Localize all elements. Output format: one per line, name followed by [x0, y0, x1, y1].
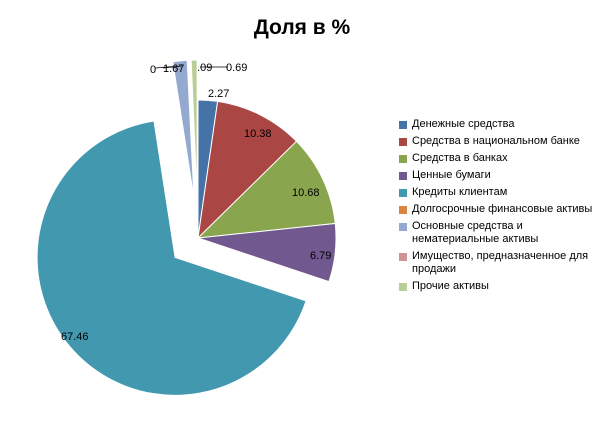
legend-label: Кредиты клиентам — [412, 186, 508, 198]
legend-label: Долгосрочные финансовые активы — [412, 203, 593, 215]
legend-label: Денежные средства — [412, 118, 515, 130]
legend-swatch — [399, 189, 407, 197]
legend-swatch — [399, 172, 407, 180]
legend: Денежные средства Средства в национальном… — [399, 118, 599, 297]
legend-label: Ценные бумаги — [412, 169, 491, 181]
legend-item: Основные средства и нематериальные актив… — [399, 220, 599, 246]
legend-swatch — [399, 253, 407, 261]
legend-label: Средства в национальном банке — [412, 135, 580, 147]
legend-item: Ценные бумаги — [399, 169, 599, 182]
legend-label: Имущество, предназначенное для продажи — [412, 250, 589, 275]
legend-swatch — [399, 121, 407, 129]
pie-slice — [196, 140, 336, 239]
legend-item: Долгосрочные финансовые активы — [399, 203, 599, 216]
leader-line — [162, 65, 183, 69]
pie-slice — [36, 120, 307, 396]
data-label: 0 — [150, 64, 156, 76]
chart-title: Доля в % — [253, 16, 351, 39]
legend-swatch — [399, 138, 407, 146]
legend-label: Основные средства и нематериальные актив… — [412, 220, 539, 245]
legend-swatch — [399, 223, 407, 231]
legend-item: Средства в банках — [399, 152, 599, 165]
legend-item: Денежные средства — [399, 118, 599, 131]
legend-swatch — [399, 206, 407, 214]
legend-item: Имущество, предназначенное для продажи — [399, 250, 599, 276]
legend-swatch — [399, 283, 407, 291]
data-label: 10.68 — [292, 187, 320, 199]
data-label: 0.69 — [226, 62, 247, 74]
legend-item: Прочие активы — [399, 280, 599, 293]
legend-label: Прочие активы — [412, 280, 489, 292]
legend-label: Средства в банках — [412, 152, 508, 164]
pie-slice — [188, 59, 197, 199]
legend-item: Средства в национальном банке — [399, 135, 599, 148]
data-label: 6.79 — [310, 250, 331, 262]
pie-slice — [197, 222, 337, 283]
legend-swatch — [399, 155, 407, 163]
data-label: 10.38 — [244, 128, 272, 140]
data-label: 2.27 — [208, 88, 229, 100]
data-label: 1.67 — [163, 63, 184, 75]
legend-item: Кредиты клиентам — [399, 186, 599, 199]
pie-slice — [172, 59, 195, 199]
data-label: 67.46 — [61, 331, 89, 343]
pie-slice — [197, 100, 298, 240]
pie-slice — [190, 59, 198, 199]
